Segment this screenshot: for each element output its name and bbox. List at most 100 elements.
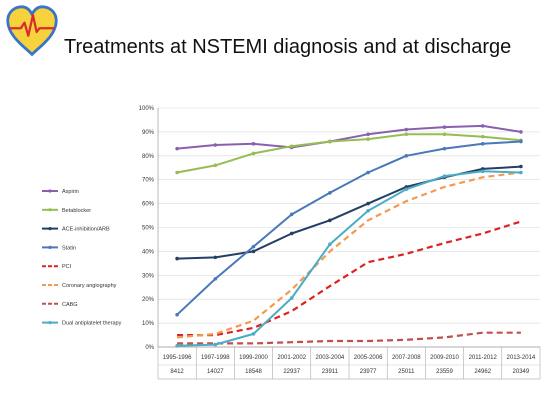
y-tick-label: 40%	[142, 249, 155, 255]
patient-count-label: 14027	[207, 369, 224, 375]
legend-label: Dual antiplatelet therapy	[62, 321, 122, 327]
axes	[157, 108, 541, 380]
legend-label: Betablocker	[62, 208, 91, 214]
data-point	[366, 170, 370, 175]
series-lines	[175, 124, 523, 348]
data-point	[251, 249, 256, 254]
data-point	[328, 218, 332, 223]
legend-label: Aspirin	[62, 189, 79, 195]
series-line-0	[177, 124, 522, 150]
data-point	[289, 212, 294, 217]
patient-count-label: 23559	[436, 369, 453, 375]
data-point	[519, 139, 523, 144]
x-tick-label: 2003-2004	[316, 355, 345, 361]
data-point	[480, 134, 485, 139]
data-point	[251, 151, 256, 156]
patient-count-label: 25011	[398, 369, 415, 375]
data-point	[328, 139, 332, 144]
patient-count-label: 23911	[322, 369, 339, 375]
data-point	[366, 208, 370, 213]
data-point	[442, 125, 447, 129]
data-point	[328, 242, 332, 247]
data-point	[289, 296, 294, 300]
y-tick-label: 0%	[145, 345, 154, 351]
data-point	[251, 244, 256, 249]
data-point	[442, 146, 447, 151]
legend-label: Statin	[62, 245, 76, 251]
series-line-7	[177, 170, 521, 347]
data-point	[519, 170, 523, 175]
legend-marker	[48, 245, 52, 249]
data-point	[289, 231, 294, 236]
data-point	[404, 187, 409, 192]
x-tick-label: 2009-2010	[430, 355, 459, 361]
data-point	[213, 163, 218, 168]
legend-marker	[48, 189, 52, 193]
data-point	[175, 170, 179, 175]
data-point	[480, 169, 485, 174]
legend-label: PCI	[62, 264, 72, 270]
x-tick-label: 2001-2002	[277, 355, 306, 361]
x-tick-labels: 1995-1996 8412 1997-1998 14027 1999-2000 1854…	[163, 355, 536, 375]
y-tick-label: 100%	[139, 106, 155, 112]
y-tick-label: 50%	[142, 226, 155, 232]
data-point	[175, 146, 179, 151]
data-point	[404, 154, 409, 158]
series-line-4	[177, 220, 522, 337]
data-point	[404, 132, 409, 137]
data-point	[328, 191, 332, 195]
data-point	[366, 201, 370, 206]
legend-label: ACE-inhibition/ARB	[62, 227, 110, 233]
y-tick-label: 60%	[142, 202, 155, 208]
series-line-3	[176, 140, 521, 316]
y-tick-label: 90%	[142, 130, 155, 136]
patient-count-label: 20349	[513, 369, 530, 375]
patient-count-label: 24962	[474, 369, 491, 375]
patient-count-label: 18548	[245, 369, 262, 375]
legend-label: Coronary angiography	[62, 283, 117, 289]
series-line-6	[177, 331, 521, 345]
y-tick-label: 70%	[142, 178, 155, 184]
y-tick-label: 10%	[142, 321, 155, 327]
data-point	[519, 130, 523, 134]
legend-marker	[48, 227, 52, 231]
data-point	[175, 256, 179, 261]
data-point	[442, 132, 447, 137]
data-point	[480, 142, 485, 146]
x-tick-label: 2011-2012	[469, 355, 498, 361]
legend-marker	[48, 208, 52, 212]
data-point	[366, 132, 370, 137]
patient-count-label: 22937	[283, 369, 300, 375]
y-tick-label: 80%	[142, 154, 155, 160]
x-tick-label: 1995-1996	[163, 355, 192, 361]
series-line-5	[176, 171, 522, 339]
data-point	[404, 127, 409, 132]
x-tick-label: 2007-2008	[392, 355, 421, 361]
data-point	[251, 142, 256, 146]
data-point	[519, 164, 523, 169]
data-point	[175, 312, 179, 317]
data-point	[442, 174, 447, 178]
data-point	[289, 144, 294, 149]
legend-label: CABG	[62, 302, 78, 308]
data-point	[366, 137, 370, 141]
heart-ecg-logo	[6, 5, 58, 57]
data-point	[213, 342, 218, 347]
data-point	[251, 332, 256, 336]
x-tick-label: 2005-2006	[354, 355, 383, 361]
y-tick-label: 30%	[142, 273, 155, 279]
data-point	[213, 143, 218, 147]
slide-title: Treatments at NSTEMI diagnosis and at di…	[64, 36, 512, 58]
data-point	[213, 255, 218, 260]
y-tick-label: 20%	[142, 297, 155, 303]
data-point	[175, 344, 179, 348]
data-point	[480, 124, 485, 128]
y-tick-labels: 0% 10% 20% 30% 40% 50% 60% 70% 80% 90% 100%	[139, 106, 155, 351]
legend-marker	[48, 321, 52, 325]
legend: Aspirin Betablocker ACE-inhibition/ARB Stat…	[42, 189, 122, 327]
patient-count-label: 23977	[360, 369, 377, 375]
patient-count-label: 8412	[170, 369, 184, 375]
data-point	[213, 277, 218, 281]
